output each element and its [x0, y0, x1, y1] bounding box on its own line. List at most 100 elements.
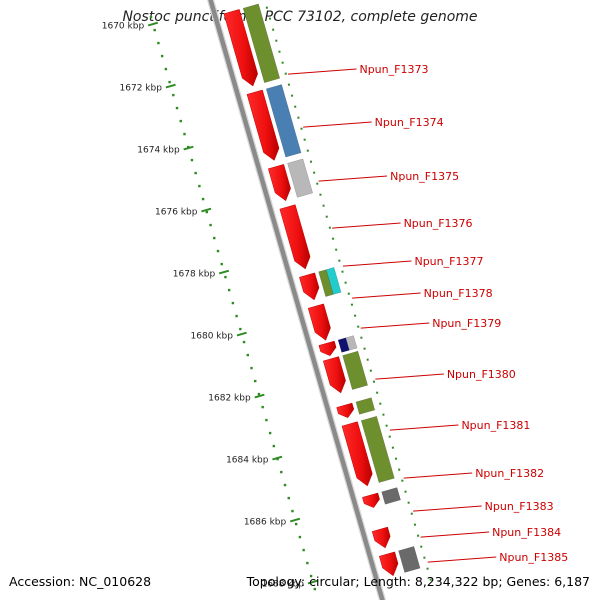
ruler-major-tick: [218, 269, 230, 275]
ruler-dot: [298, 535, 302, 539]
ruler-dot: [242, 340, 246, 344]
gene-label: Npun_F1379: [432, 317, 501, 330]
gene-label-leader: [352, 292, 421, 299]
ruler-dot: [246, 353, 249, 357]
ruler-label: 1676 kbp: [155, 207, 198, 217]
guide-dot: [335, 248, 338, 251]
guide-dot: [294, 105, 297, 108]
gene-label: Npun_F1377: [414, 255, 483, 268]
ruler-major-tick: [183, 145, 194, 151]
gene-label: Npun_F1383: [485, 500, 554, 513]
guide-dot: [376, 391, 379, 394]
guide-dot: [420, 545, 423, 548]
guide-dot: [316, 182, 319, 185]
gene-label: Npun_F1382: [475, 467, 544, 480]
guide-dot: [297, 116, 300, 119]
guide-dot: [281, 61, 284, 64]
guide-dot: [423, 556, 426, 559]
ruler-dot: [227, 288, 231, 292]
ruler-dot: [220, 262, 223, 266]
cog-category-block: [381, 487, 401, 505]
cog-category-block: [355, 397, 376, 415]
forward-cds-arrow: [267, 164, 291, 202]
cog-category-block: [342, 350, 369, 390]
ruler-label: 1672 kbp: [120, 83, 163, 93]
gene-labels: Npun_F1373 Npun_F1374 Npun_F1375 Npun_F1376…: [287, 63, 568, 564]
guide-dot: [413, 523, 416, 526]
ruler-major-tick: [289, 517, 301, 523]
guide-dot: [269, 17, 272, 20]
guide-dot: [309, 160, 312, 163]
gene-label-leader: [318, 175, 388, 182]
ruler-dot: [294, 522, 298, 526]
guide-dot: [278, 50, 281, 53]
ruler-dot: [283, 483, 287, 487]
genome-summary: Topology: circular; Length: 8,234,322 bp…: [246, 574, 590, 589]
gene-label: Npun_F1374: [375, 116, 444, 129]
ruler-dot: [160, 54, 164, 58]
ruler-dot: [194, 171, 197, 175]
gene-label-leader: [287, 68, 357, 75]
ruler-dot: [280, 470, 283, 474]
guide-dot: [306, 149, 309, 152]
ruler-dot: [250, 366, 253, 370]
ruler-dot: [224, 275, 227, 279]
gene-label: Npun_F1381: [461, 419, 530, 432]
gene-label-leader: [403, 472, 473, 479]
ruler-label: 1680 kbp: [191, 331, 234, 341]
guide-dot: [388, 435, 391, 438]
guide-dot: [391, 446, 394, 449]
gene-label-leader: [303, 121, 372, 128]
guide-dot: [272, 28, 275, 31]
gene-label: Npun_F1384: [492, 526, 561, 539]
forward-cds-arrow: [341, 421, 373, 487]
forward-cds-track: [223, 9, 399, 577]
ruler-dot: [287, 496, 290, 500]
ruler-dot: [183, 132, 186, 136]
ruler-major-tick: [165, 83, 176, 89]
guide-dot: [341, 270, 344, 273]
ruler-dot: [254, 379, 257, 383]
gene-label-leader: [360, 322, 430, 329]
forward-cds-arrow: [223, 9, 258, 87]
backbone-line: [208, 0, 385, 600]
guide-dot: [372, 380, 375, 383]
ruler-dot: [268, 431, 272, 435]
forward-cds-arrow: [299, 272, 320, 301]
cog-category-block: [345, 335, 358, 351]
ruler-ticks: 1670 kbp 1672 kbp 1674 kbp 1676 kbp 1678 kbp…: [102, 15, 318, 591]
ruler-major-tick: [147, 21, 159, 27]
guide-dot: [385, 424, 388, 427]
ruler-major-tick: [254, 393, 265, 399]
forward-cds-arrow: [307, 303, 331, 341]
ruler-dot: [172, 93, 175, 97]
ruler-major-tick: [236, 331, 247, 337]
ruler-label: 1686 kbp: [244, 517, 287, 527]
ruler-dot: [209, 223, 212, 227]
ruler-dot: [201, 197, 205, 201]
forward-cds-arrow: [371, 526, 391, 549]
ruler-dot: [153, 28, 156, 32]
guide-dot: [338, 259, 341, 262]
guide-dot: [347, 292, 350, 295]
cog-category-block: [325, 267, 342, 295]
cog-category-block: [265, 84, 302, 158]
ruler-major-tick: [272, 455, 283, 461]
guide-dot: [404, 490, 407, 493]
ruler-dot: [272, 444, 276, 448]
ruler-dot: [149, 15, 153, 19]
outer-guide-dots: [265, 6, 432, 581]
guide-dot: [322, 204, 325, 207]
guide-dot: [291, 94, 294, 97]
guide-dot: [350, 303, 353, 306]
guide-dot: [287, 83, 290, 86]
gene-label: Npun_F1378: [424, 287, 493, 300]
ruler-dot: [309, 574, 313, 578]
gene-label: Npun_F1376: [404, 217, 473, 230]
guide-dot: [426, 567, 429, 570]
ruler-dot: [265, 418, 268, 422]
forward-cds-arrow: [318, 340, 337, 357]
accession-label: Accession: NC_010628: [9, 574, 152, 589]
forward-cds-arrow: [279, 204, 311, 270]
